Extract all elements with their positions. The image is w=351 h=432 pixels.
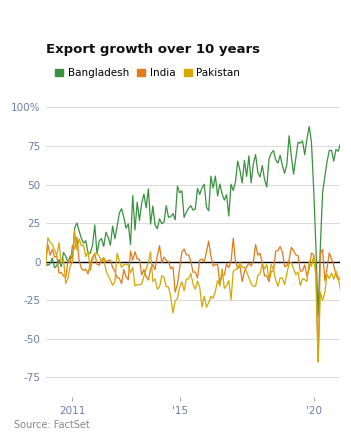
Text: Export growth over 10 years: Export growth over 10 years [46,43,260,56]
Text: Source: FactSet: Source: FactSet [14,420,90,430]
Legend: Bangladesh, India, Pakistan: Bangladesh, India, Pakistan [51,64,244,82]
